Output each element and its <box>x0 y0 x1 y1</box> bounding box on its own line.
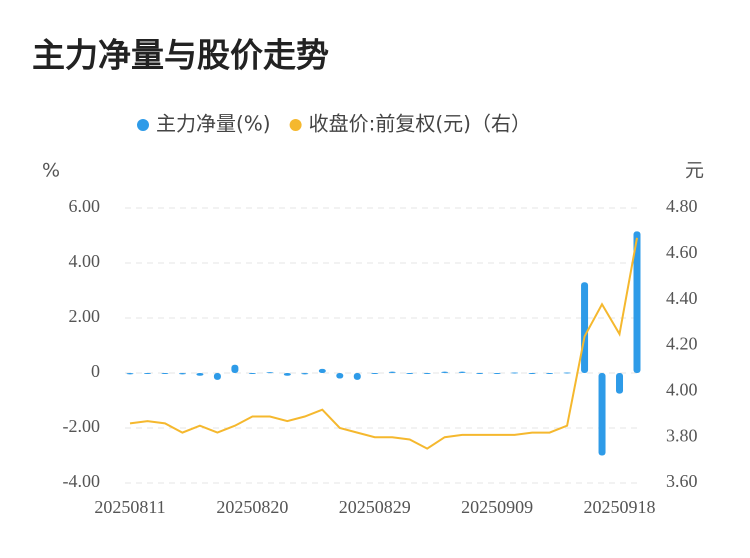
x-tick-label: 20250909 <box>461 497 533 517</box>
bar <box>458 371 466 373</box>
y2-tick-label: 4.40 <box>666 288 698 308</box>
bar <box>476 373 484 374</box>
bar <box>546 373 554 374</box>
bar <box>196 373 204 376</box>
bar <box>388 371 396 373</box>
legend-marker <box>137 119 149 131</box>
y-tick-label: 6.00 <box>69 196 101 216</box>
bar <box>213 373 221 380</box>
bar <box>283 373 291 376</box>
legend-label[interactable]: 收盘价:前复权(元)（右） <box>309 112 531 136</box>
bar <box>441 371 449 373</box>
y2-tick-label: 4.60 <box>666 242 698 262</box>
bar <box>371 373 379 374</box>
bar <box>161 373 169 374</box>
x-tick-label: 20250918 <box>584 497 656 517</box>
bar <box>336 373 344 379</box>
bar <box>178 373 186 375</box>
bar <box>598 373 606 456</box>
chart-title: 主力净量与股价走势 <box>32 36 329 75</box>
price-line <box>129 237 638 450</box>
y-tick-label: 0 <box>91 361 100 381</box>
bar <box>528 373 536 374</box>
x-tick-label: 20250820 <box>216 497 288 517</box>
legend-label[interactable]: 主力净量(%) <box>156 112 271 136</box>
bar <box>301 373 309 375</box>
bar <box>231 364 239 373</box>
bar <box>633 231 641 373</box>
bar <box>423 373 431 374</box>
bar <box>248 373 256 374</box>
y-tick-label: -2.00 <box>63 416 101 436</box>
y-axis-unit: % <box>42 160 60 182</box>
x-tick-label: 20250811 <box>94 497 165 517</box>
y2-tick-label: 4.80 <box>666 196 698 216</box>
y2-tick-label: 4.00 <box>666 379 698 399</box>
bar <box>493 373 501 374</box>
legend-marker <box>289 119 302 131</box>
y2-tick-label: 3.60 <box>666 471 698 491</box>
y-tick-label: -4.00 <box>63 471 101 491</box>
y-tick-label: 4.00 <box>69 251 101 271</box>
y2-axis-unit: 元 <box>685 160 704 182</box>
bar <box>511 372 519 374</box>
x-tick-label: 20250829 <box>339 497 411 517</box>
bar <box>318 368 326 373</box>
y2-tick-label: 4.20 <box>666 334 698 354</box>
bar <box>126 373 134 375</box>
bar <box>563 372 571 374</box>
bar <box>616 373 624 394</box>
y2-tick-label: 3.80 <box>666 425 698 445</box>
y-tick-label: 2.00 <box>69 306 101 326</box>
bar <box>266 372 274 374</box>
bar <box>143 373 151 374</box>
bar <box>353 373 361 380</box>
bar <box>406 373 414 374</box>
bar <box>581 282 589 373</box>
